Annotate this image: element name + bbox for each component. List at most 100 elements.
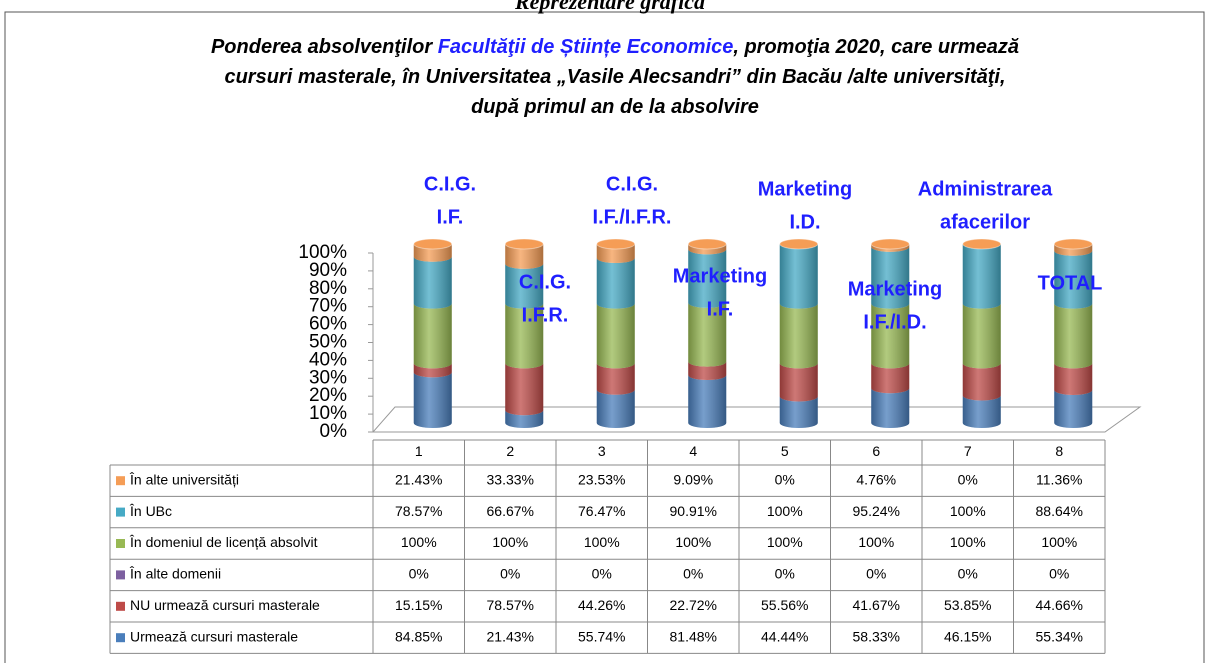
data-label: 0%	[958, 471, 978, 487]
data-label: 100%	[492, 534, 528, 550]
title-part: Facultăţii de Științe Economice	[438, 36, 734, 58]
annotation: I.F./I.D.	[863, 311, 926, 333]
y-tick-label: 50%	[309, 332, 347, 353]
data-label: 66.67%	[487, 503, 534, 519]
legend-label: În alte universități	[129, 471, 239, 487]
bar-shade	[596, 244, 635, 428]
legend-swatch	[116, 507, 125, 517]
x-tick-label: 7	[964, 443, 972, 459]
annotation: Marketing	[758, 178, 852, 200]
legend-swatch	[116, 601, 125, 611]
bar-top	[596, 238, 636, 250]
annotation: I.D.	[789, 211, 820, 233]
y-tick-label: 40%	[309, 349, 347, 370]
bar-top	[1053, 238, 1093, 250]
data-label: 0%	[775, 471, 795, 487]
data-label: 0%	[500, 566, 520, 582]
title-part: Ponderea absolvenţilor	[211, 36, 438, 58]
data-label: 21.43%	[487, 628, 534, 644]
y-tick-label: 80%	[309, 278, 347, 299]
data-label: 100%	[675, 534, 711, 550]
y-tick-label: 70%	[309, 296, 347, 317]
title-line: după primul an de la absolvire	[471, 96, 759, 118]
data-label: 100%	[401, 534, 437, 550]
annotation: afacerilor	[940, 211, 1030, 233]
data-label: 81.48%	[670, 628, 717, 644]
legend-label: NU urmează cursuri masterale	[130, 597, 320, 613]
y-tick-label: 0%	[320, 421, 348, 442]
data-label: 0%	[775, 566, 795, 582]
data-label: 22.72%	[670, 597, 717, 613]
data-label: 100%	[950, 503, 986, 519]
data-label: 55.34%	[1036, 628, 1083, 644]
data-label: 100%	[1041, 534, 1077, 550]
data-label: 0%	[866, 566, 886, 582]
bar-shade	[962, 244, 1001, 428]
legend-swatch	[116, 633, 125, 643]
annotation: C.I.G.	[424, 173, 476, 195]
bar-top	[413, 238, 453, 250]
bar-shade	[505, 244, 544, 428]
data-label: 58.33%	[853, 628, 900, 644]
annotation: Marketing	[673, 265, 767, 287]
x-tick-label: 4	[689, 443, 697, 459]
data-label: 84.85%	[395, 628, 442, 644]
data-label: 90.91%	[670, 503, 717, 519]
data-label: 11.36%	[1036, 471, 1082, 487]
data-label: 44.66%	[1036, 597, 1083, 613]
data-label: 41.67%	[853, 597, 900, 613]
y-tick-label: 20%	[309, 385, 347, 406]
data-label: 0%	[592, 566, 612, 582]
bar-top	[870, 238, 910, 250]
annotation: Administrarea	[918, 178, 1053, 200]
data-label: 95.24%	[853, 503, 900, 519]
title-line: Ponderea absolvenţilor Facultăţii de Ști…	[211, 36, 1019, 58]
data-label: 46.15%	[944, 628, 991, 644]
data-label: 4.76%	[856, 471, 896, 487]
data-label: 100%	[858, 534, 894, 550]
data-label: 100%	[767, 534, 803, 550]
x-tick-label: 6	[872, 443, 880, 459]
title-part: , promoţia 2020, care urmează	[732, 36, 1019, 58]
legend-swatch	[116, 476, 125, 486]
data-label: 100%	[767, 503, 803, 519]
bar-shade	[779, 244, 818, 428]
data-label: 0%	[958, 566, 978, 582]
bar-shade	[413, 244, 452, 428]
x-tick-label: 5	[781, 443, 789, 459]
x-tick-label: 1	[415, 443, 423, 459]
data-label: 21.43%	[395, 471, 442, 487]
y-tick-label: 90%	[309, 260, 347, 281]
data-label: 23.53%	[578, 471, 625, 487]
y-tick-label: 60%	[309, 314, 347, 335]
annotation: I.F.R.	[522, 304, 569, 326]
data-label: 15.15%	[395, 597, 442, 613]
frame	[4, 11, 1205, 663]
chart-title: Ponderea absolvenţilor Facultăţii de Ști…	[211, 36, 1019, 118]
data-label: 53.85%	[944, 597, 991, 613]
legend-swatch	[116, 570, 125, 580]
bar-top	[962, 238, 1002, 250]
y-tick-label: 100%	[298, 242, 347, 263]
data-label: 44.26%	[578, 597, 625, 613]
legend-swatch	[116, 539, 125, 548]
annotation: C.I.G.	[519, 271, 571, 293]
x-tick-label: 8	[1055, 443, 1063, 459]
bar-top	[504, 238, 544, 250]
data-label: 55.74%	[578, 628, 625, 644]
data-label: 76.47%	[578, 503, 625, 519]
title-line: cursuri masterale, în Universitatea „Vas…	[224, 66, 1005, 88]
annotation: I.F./I.F.R.	[593, 206, 672, 228]
bar-top	[779, 238, 819, 250]
floor	[371, 406, 1142, 433]
legend-label: Urmează cursuri masterale	[130, 628, 298, 644]
bar-shade	[688, 244, 727, 428]
bar-shade	[871, 244, 910, 428]
data-label: 88.64%	[1036, 503, 1083, 519]
data-label: 0%	[683, 566, 703, 582]
bar-shade	[1054, 244, 1093, 428]
data-label: 78.57%	[487, 597, 534, 613]
data-label: 78.57%	[395, 503, 442, 519]
legend-label: În UBc	[129, 503, 172, 519]
